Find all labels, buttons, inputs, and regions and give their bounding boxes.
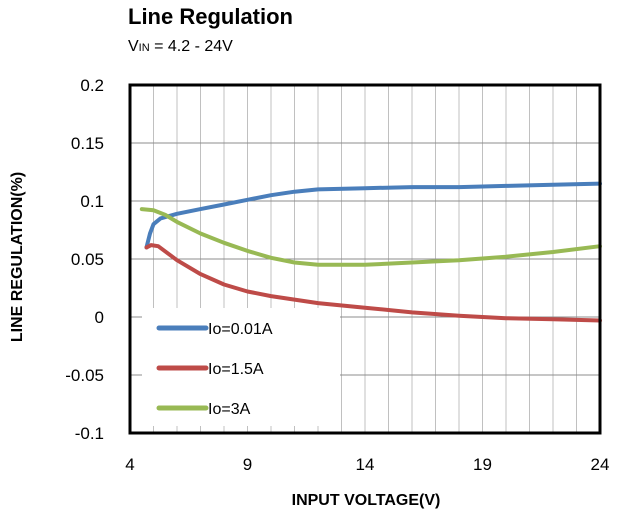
y-tick-label: 0 bbox=[95, 308, 104, 327]
legend: Io=0.01A Io=1.5A Io=3A bbox=[142, 308, 340, 426]
subtitle-suffix: = 4.2 - 24V bbox=[149, 38, 233, 55]
series-line bbox=[139, 207, 602, 267]
series-lines bbox=[139, 181, 602, 323]
y-tick-label: -0.05 bbox=[65, 366, 104, 385]
y-tick-label: 0.15 bbox=[71, 134, 104, 153]
chart-title: Line Regulation bbox=[128, 4, 293, 29]
y-tick-label: -0.1 bbox=[75, 424, 104, 443]
y-tick-label: 0.1 bbox=[80, 192, 104, 211]
y-tick-label: 0.05 bbox=[71, 250, 104, 269]
x-tick-label: 24 bbox=[591, 455, 610, 474]
subtitle-prefix: V bbox=[128, 38, 139, 55]
x-axis-label: INPUT VOLTAGE(V) bbox=[292, 492, 441, 509]
legend-label: Io=0.01A bbox=[208, 321, 273, 338]
x-tick-label: 14 bbox=[356, 455, 375, 474]
subtitle-subscript: IN bbox=[138, 42, 150, 54]
x-tick-label: 19 bbox=[473, 455, 492, 474]
series-line bbox=[144, 243, 602, 323]
series-line bbox=[144, 181, 602, 250]
plot-frame bbox=[128, 83, 602, 435]
legend-label: Io=1.5A bbox=[208, 361, 264, 378]
x-tick-label: 9 bbox=[243, 455, 252, 474]
chart-subtitle: VIN = 4.2 - 24V bbox=[128, 38, 233, 56]
y-axis-label: LINE REGULATION(%) bbox=[9, 172, 26, 342]
legend-label: Io=3A bbox=[208, 401, 251, 418]
y-tick-label: 0.2 bbox=[80, 76, 104, 95]
x-tick-label: 4 bbox=[125, 455, 134, 474]
tick-labels: 4 9 14 19 24 0.2 0.15 0.1 0.05 0 -0.05 -0.1 bbox=[65, 76, 609, 474]
